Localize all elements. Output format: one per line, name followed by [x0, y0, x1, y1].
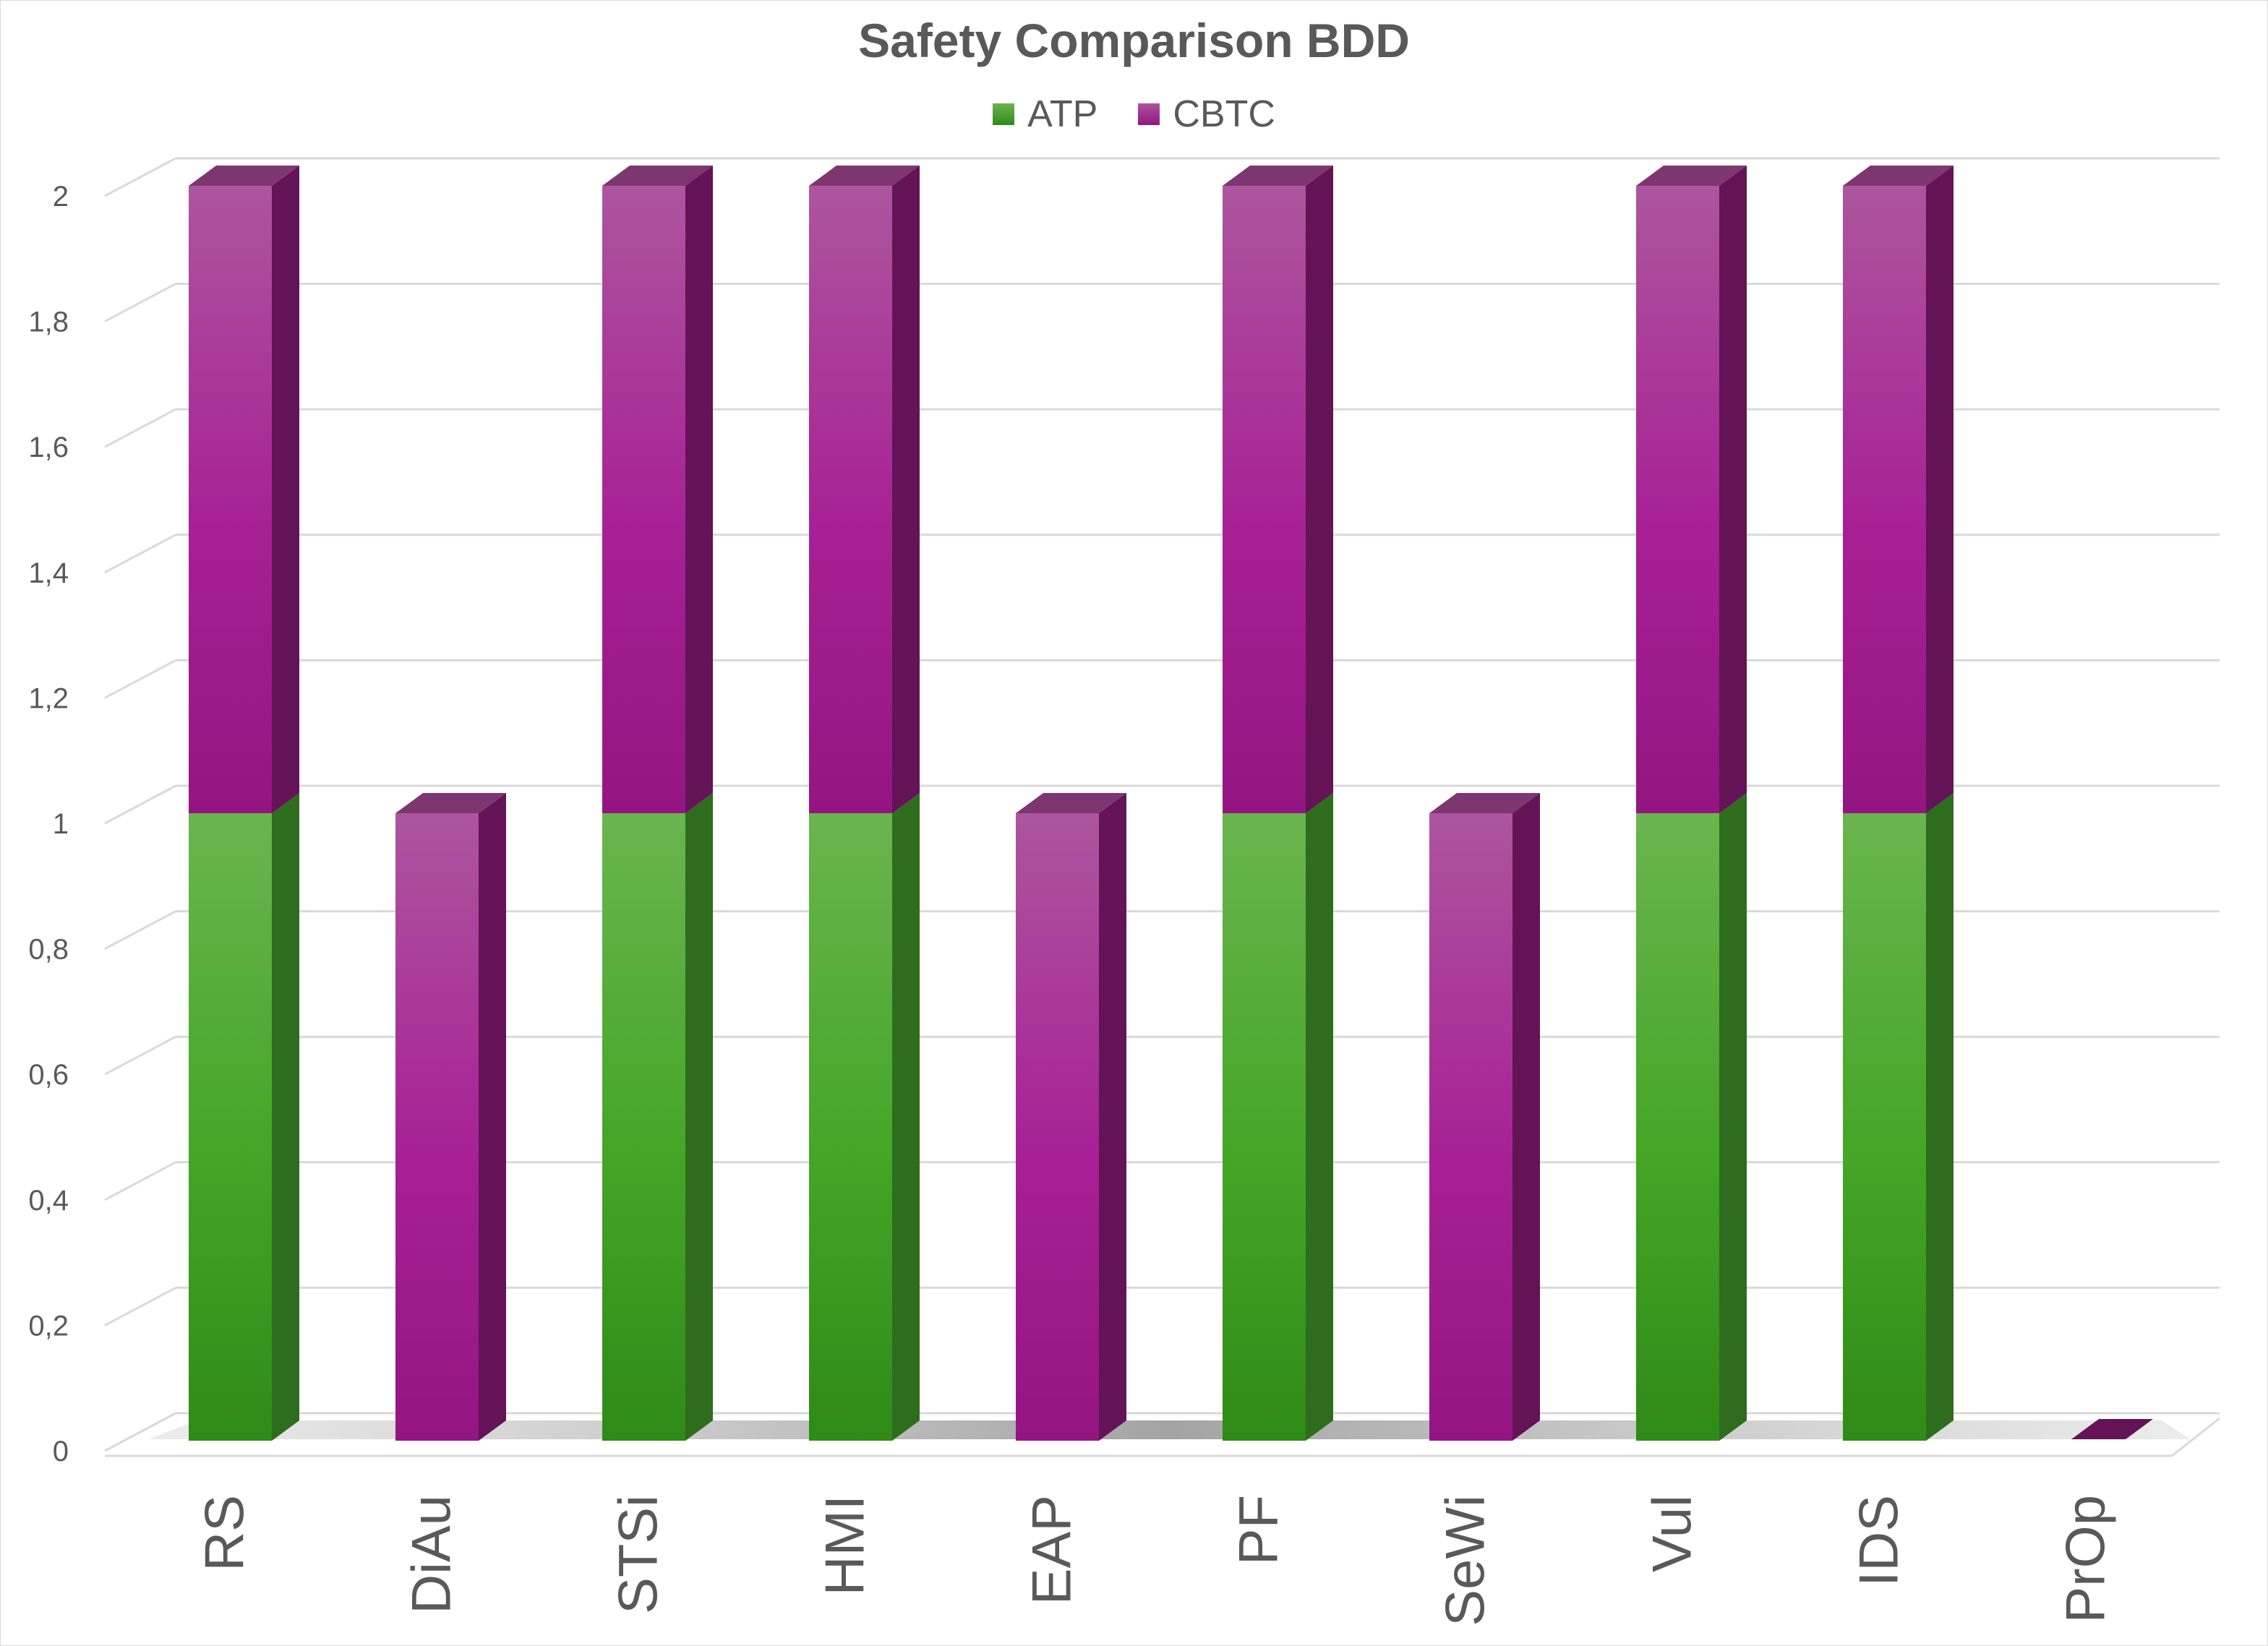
x-tick-label: STSi	[608, 1495, 669, 1614]
y-tick-label: 0,4	[28, 1185, 69, 1217]
bar-atp-rs[interactable]	[189, 793, 299, 1441]
y-tick-label: 0	[53, 1436, 69, 1467]
gridline-depth	[104, 283, 176, 322]
x-axis-ticks: RS DiAu STSi HMI EAP PF SeWi Vul IDS PrOp	[194, 1495, 2117, 1626]
legend-swatch-cbtc	[1138, 103, 1160, 125]
legend-label-atp: ATP	[1027, 93, 1098, 135]
y-tick-label: 1,2	[28, 682, 69, 714]
bar-cbtc-diau[interactable]	[395, 793, 506, 1441]
legend-label-cbtc: CBTC	[1173, 93, 1275, 135]
x-tick-label: PrOp	[2055, 1495, 2117, 1623]
bar-atp-stsi[interactable]	[602, 793, 713, 1441]
y-tick-label: 0,2	[28, 1310, 69, 1342]
gridline-depth	[104, 533, 176, 574]
x-tick-label: PF	[1228, 1495, 1290, 1565]
bar-cbtc-hmi[interactable]	[809, 166, 920, 813]
gridline-depth	[104, 1161, 176, 1201]
x-tick-label: EAP	[1022, 1495, 1083, 1605]
legend: ATP CBTC	[0, 93, 2268, 136]
gridline-depth	[104, 157, 176, 197]
bar-atp-ids[interactable]	[1843, 793, 1954, 1441]
x-tick-label: DiAu	[401, 1495, 463, 1614]
bar-cbtc-pf[interactable]	[1223, 166, 1333, 813]
chart-title: Safety Comparison BDD	[858, 14, 1410, 67]
bars	[189, 166, 2153, 1441]
legend-item-atp[interactable]: ATP	[993, 93, 1097, 136]
y-tick-label: 0,8	[28, 934, 69, 966]
bar-cbtc-vul[interactable]	[1636, 166, 1747, 813]
gridline-depth	[104, 910, 176, 950]
bar-zero-prop	[2071, 1419, 2153, 1439]
y-tick-label: 1,8	[28, 307, 69, 338]
bar-atp-hmi[interactable]	[809, 793, 920, 1441]
bar-cbtc-sewi[interactable]	[1429, 793, 1540, 1441]
gridline-depth	[104, 659, 176, 699]
y-tick-label: 1,4	[28, 557, 69, 589]
x-tick-label: RS	[194, 1495, 256, 1572]
legend-swatch-atp	[993, 103, 1015, 125]
bar-cbtc-rs[interactable]	[189, 166, 299, 813]
gridline-depth	[104, 1287, 176, 1326]
x-tick-label: IDS	[1849, 1495, 1910, 1587]
y-axis-ticks: 0 0,2 0,4 0,6 0,8 1 1,2 1,4 1,6 1,8 2	[28, 181, 69, 1467]
y-tick-label: 2	[53, 181, 69, 213]
x-tick-label: HMI	[815, 1495, 876, 1595]
bar-cbtc-stsi[interactable]	[602, 166, 713, 813]
y-tick-label: 1,6	[28, 432, 69, 463]
bar-cbtc-eap[interactable]	[1016, 793, 1126, 1441]
y-tick-label: 1	[53, 808, 69, 840]
gridline-depth	[104, 408, 176, 448]
bar-atp-pf[interactable]	[1223, 793, 1333, 1441]
legend-item-cbtc[interactable]: CBTC	[1138, 93, 1275, 136]
x-tick-label: Vul	[1642, 1495, 1703, 1572]
floor-right-edge	[2171, 1417, 2220, 1457]
bar-cbtc-ids[interactable]	[1843, 166, 1954, 813]
gridline-depth	[104, 1035, 176, 1076]
y-tick-label: 0,6	[28, 1059, 69, 1091]
gridline-depth	[104, 784, 176, 825]
bar-atp-vul[interactable]	[1636, 793, 1747, 1441]
x-tick-label: SeWi	[1435, 1495, 1497, 1626]
gridline-depth	[104, 1412, 176, 1452]
